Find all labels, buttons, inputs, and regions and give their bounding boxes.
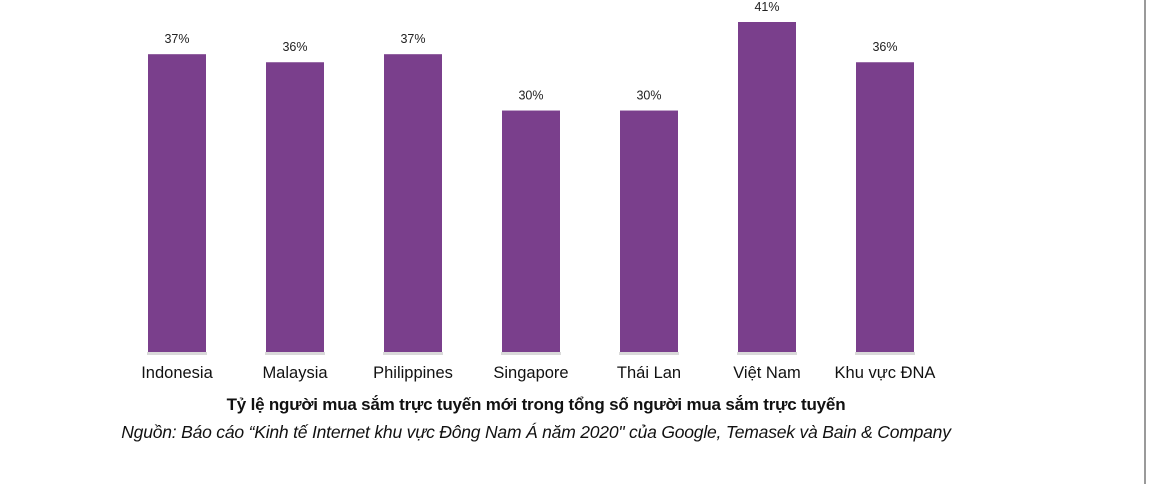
bar-value-label: 37% <box>400 32 425 46</box>
bar <box>738 22 796 352</box>
bar-baseline <box>855 352 915 355</box>
category-label: Việt Nam <box>733 364 801 382</box>
bar-baseline <box>265 352 325 355</box>
bar <box>266 62 324 353</box>
category-label: Thái Lan <box>617 364 681 382</box>
bar-baseline <box>737 352 797 355</box>
chart-source: Nguồn: Báo cáo “Kinh tế Internet khu vực… <box>121 422 951 442</box>
page-right-border <box>1144 0 1146 484</box>
category-label: Khu vực ĐNA <box>835 364 936 382</box>
bar-value-label: 36% <box>282 40 307 54</box>
category-label: Malaysia <box>262 364 328 382</box>
bar-value-label: 41% <box>754 0 779 14</box>
category-label: Singapore <box>493 364 568 382</box>
bar <box>384 54 442 352</box>
bar <box>620 110 678 352</box>
bar-value-label: 37% <box>164 32 189 46</box>
category-label: Philippines <box>373 364 453 382</box>
bar <box>502 110 560 352</box>
bar-baseline <box>501 352 561 355</box>
bar-value-label: 36% <box>872 40 897 54</box>
bar-baseline <box>147 352 207 355</box>
bar-baseline <box>383 352 443 355</box>
bar-value-label: 30% <box>636 89 661 103</box>
bar-baseline <box>619 352 679 355</box>
bar <box>148 54 206 352</box>
chart-title: Tỷ lệ người mua sắm trực tuyến mới trong… <box>226 395 846 414</box>
category-label: Indonesia <box>141 364 213 382</box>
bar-value-label: 30% <box>518 89 543 103</box>
bar <box>856 62 914 353</box>
